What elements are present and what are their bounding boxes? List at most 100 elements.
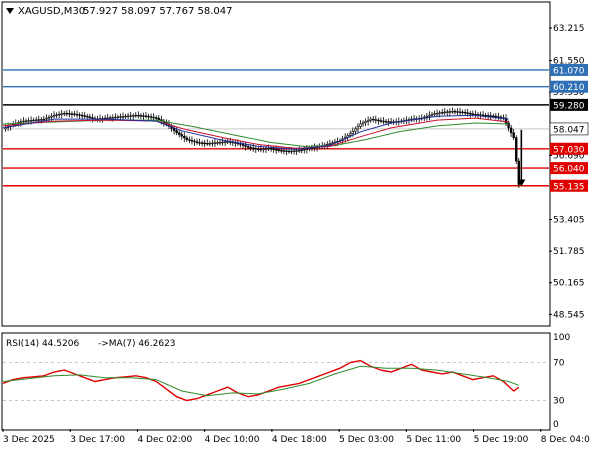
candle-body: [435, 112, 439, 115]
candle-body: [213, 142, 217, 144]
candle-body: [75, 113, 79, 116]
candle-body: [267, 148, 270, 150]
candle-body: [257, 148, 260, 150]
candle-body: [509, 127, 513, 134]
candle-body: [22, 120, 25, 123]
candle-body: [226, 141, 229, 143]
current-price-label: 58.047: [553, 125, 585, 135]
candle-body: [384, 121, 388, 123]
candle-body: [111, 117, 114, 119]
price-tick-label: 53.405: [553, 216, 585, 226]
candle-body: [119, 116, 122, 118]
symbol-timeframe: XAGUSD,M30: [18, 6, 85, 17]
candle-body: [50, 115, 53, 118]
collapse-triangle-icon[interactable]: [6, 8, 14, 14]
candle-body: [65, 112, 69, 115]
candle-body: [177, 132, 181, 135]
time-tick-label: 4 Dec 10:00: [205, 435, 260, 445]
rsi-tick-label: 70: [553, 359, 565, 369]
level-label-text: 57.030: [553, 145, 585, 155]
candle-body: [34, 119, 38, 121]
candle-body: [86, 115, 89, 118]
candle-body: [19, 121, 23, 123]
rsi-ma-label: ->MA(7) 46.2623: [98, 339, 176, 349]
candle-body: [466, 112, 469, 114]
candle-body: [366, 120, 370, 122]
candle-body: [180, 134, 183, 137]
candle-body: [328, 143, 332, 145]
level-label-box: [550, 80, 588, 93]
candle-body: [364, 121, 367, 124]
candle-body: [124, 115, 127, 118]
price-tick-label: 51.785: [553, 247, 585, 257]
candle-body: [446, 111, 449, 113]
candle-body: [438, 112, 441, 114]
candle-body: [382, 120, 385, 123]
candle-body: [52, 114, 56, 117]
candle-body: [32, 119, 35, 122]
candle-body: [91, 117, 94, 119]
candle-body: [73, 113, 76, 116]
candle-body: [369, 118, 372, 121]
candle-body: [387, 121, 390, 123]
candle-body: [463, 111, 467, 114]
candle-body: [223, 141, 227, 143]
candle-body: [425, 115, 429, 118]
candle-body: [147, 115, 150, 118]
price-panel-header: XAGUSD,M30 57.927 58.097 57.767 58.047: [6, 6, 233, 17]
candle-body: [60, 113, 63, 115]
candle-body: [430, 113, 434, 116]
candle-body: [504, 117, 508, 124]
candle-body: [63, 112, 66, 115]
candle-body: [264, 148, 268, 150]
time-tick-label: 5 Dec 11:00: [406, 435, 461, 445]
candle-body: [259, 148, 263, 151]
candle-body: [287, 150, 291, 153]
ma-mid-line: [2, 117, 509, 149]
level-label-box: [550, 179, 588, 192]
level-labels: 61.070 60.210 59.280 57.030 56.040 55.135 58.0…: [549, 63, 589, 192]
candle-body: [116, 116, 120, 119]
candle-body: [211, 142, 214, 145]
candle-body: [190, 140, 194, 142]
candle-body: [106, 117, 109, 119]
time-tick-label: 3 Dec 17:00: [70, 435, 125, 445]
level-label-text: 60.210: [553, 83, 585, 93]
candle-body: [193, 140, 196, 143]
candle-body: [29, 120, 33, 122]
candle-body: [492, 115, 495, 118]
candle-body: [285, 150, 288, 152]
price-tick-label: 61.550: [553, 57, 585, 67]
level-label-box: [550, 98, 588, 111]
candle-body: [175, 130, 178, 134]
candle-body: [195, 141, 199, 143]
candle-body: [374, 119, 377, 121]
time-tick-label: 5 Dec 03:00: [339, 435, 394, 445]
candle-body: [129, 115, 132, 117]
price-tick-label: 50.165: [553, 279, 585, 289]
candle-body: [68, 113, 71, 115]
candle-body: [326, 143, 329, 146]
candle-body: [512, 132, 515, 138]
level-label-text: 56.040: [553, 165, 585, 175]
rsi-grid: [3, 362, 549, 401]
candle-body: [206, 142, 209, 145]
candle-body: [149, 116, 153, 118]
rsi-tick-label: 30: [553, 397, 565, 407]
rsi-panel-header: RSI(14) 44.5206 ->MA(7) 46.2623: [6, 339, 176, 349]
candle-body: [297, 150, 301, 152]
candle-body: [361, 122, 365, 125]
candle-body: [282, 150, 286, 152]
candle-body: [443, 111, 446, 114]
candle-body: [139, 115, 143, 117]
level-label-text: 61.070: [553, 66, 585, 76]
candle-body: [47, 116, 51, 119]
candle-body: [489, 115, 492, 117]
level-label-box: [550, 162, 588, 175]
candle-body: [244, 145, 247, 147]
current-price-box: [549, 122, 589, 136]
candle-body: [269, 148, 273, 150]
candle-body: [290, 150, 293, 153]
price-tick-label: 48.545: [553, 310, 585, 320]
candle-body: [246, 146, 250, 148]
